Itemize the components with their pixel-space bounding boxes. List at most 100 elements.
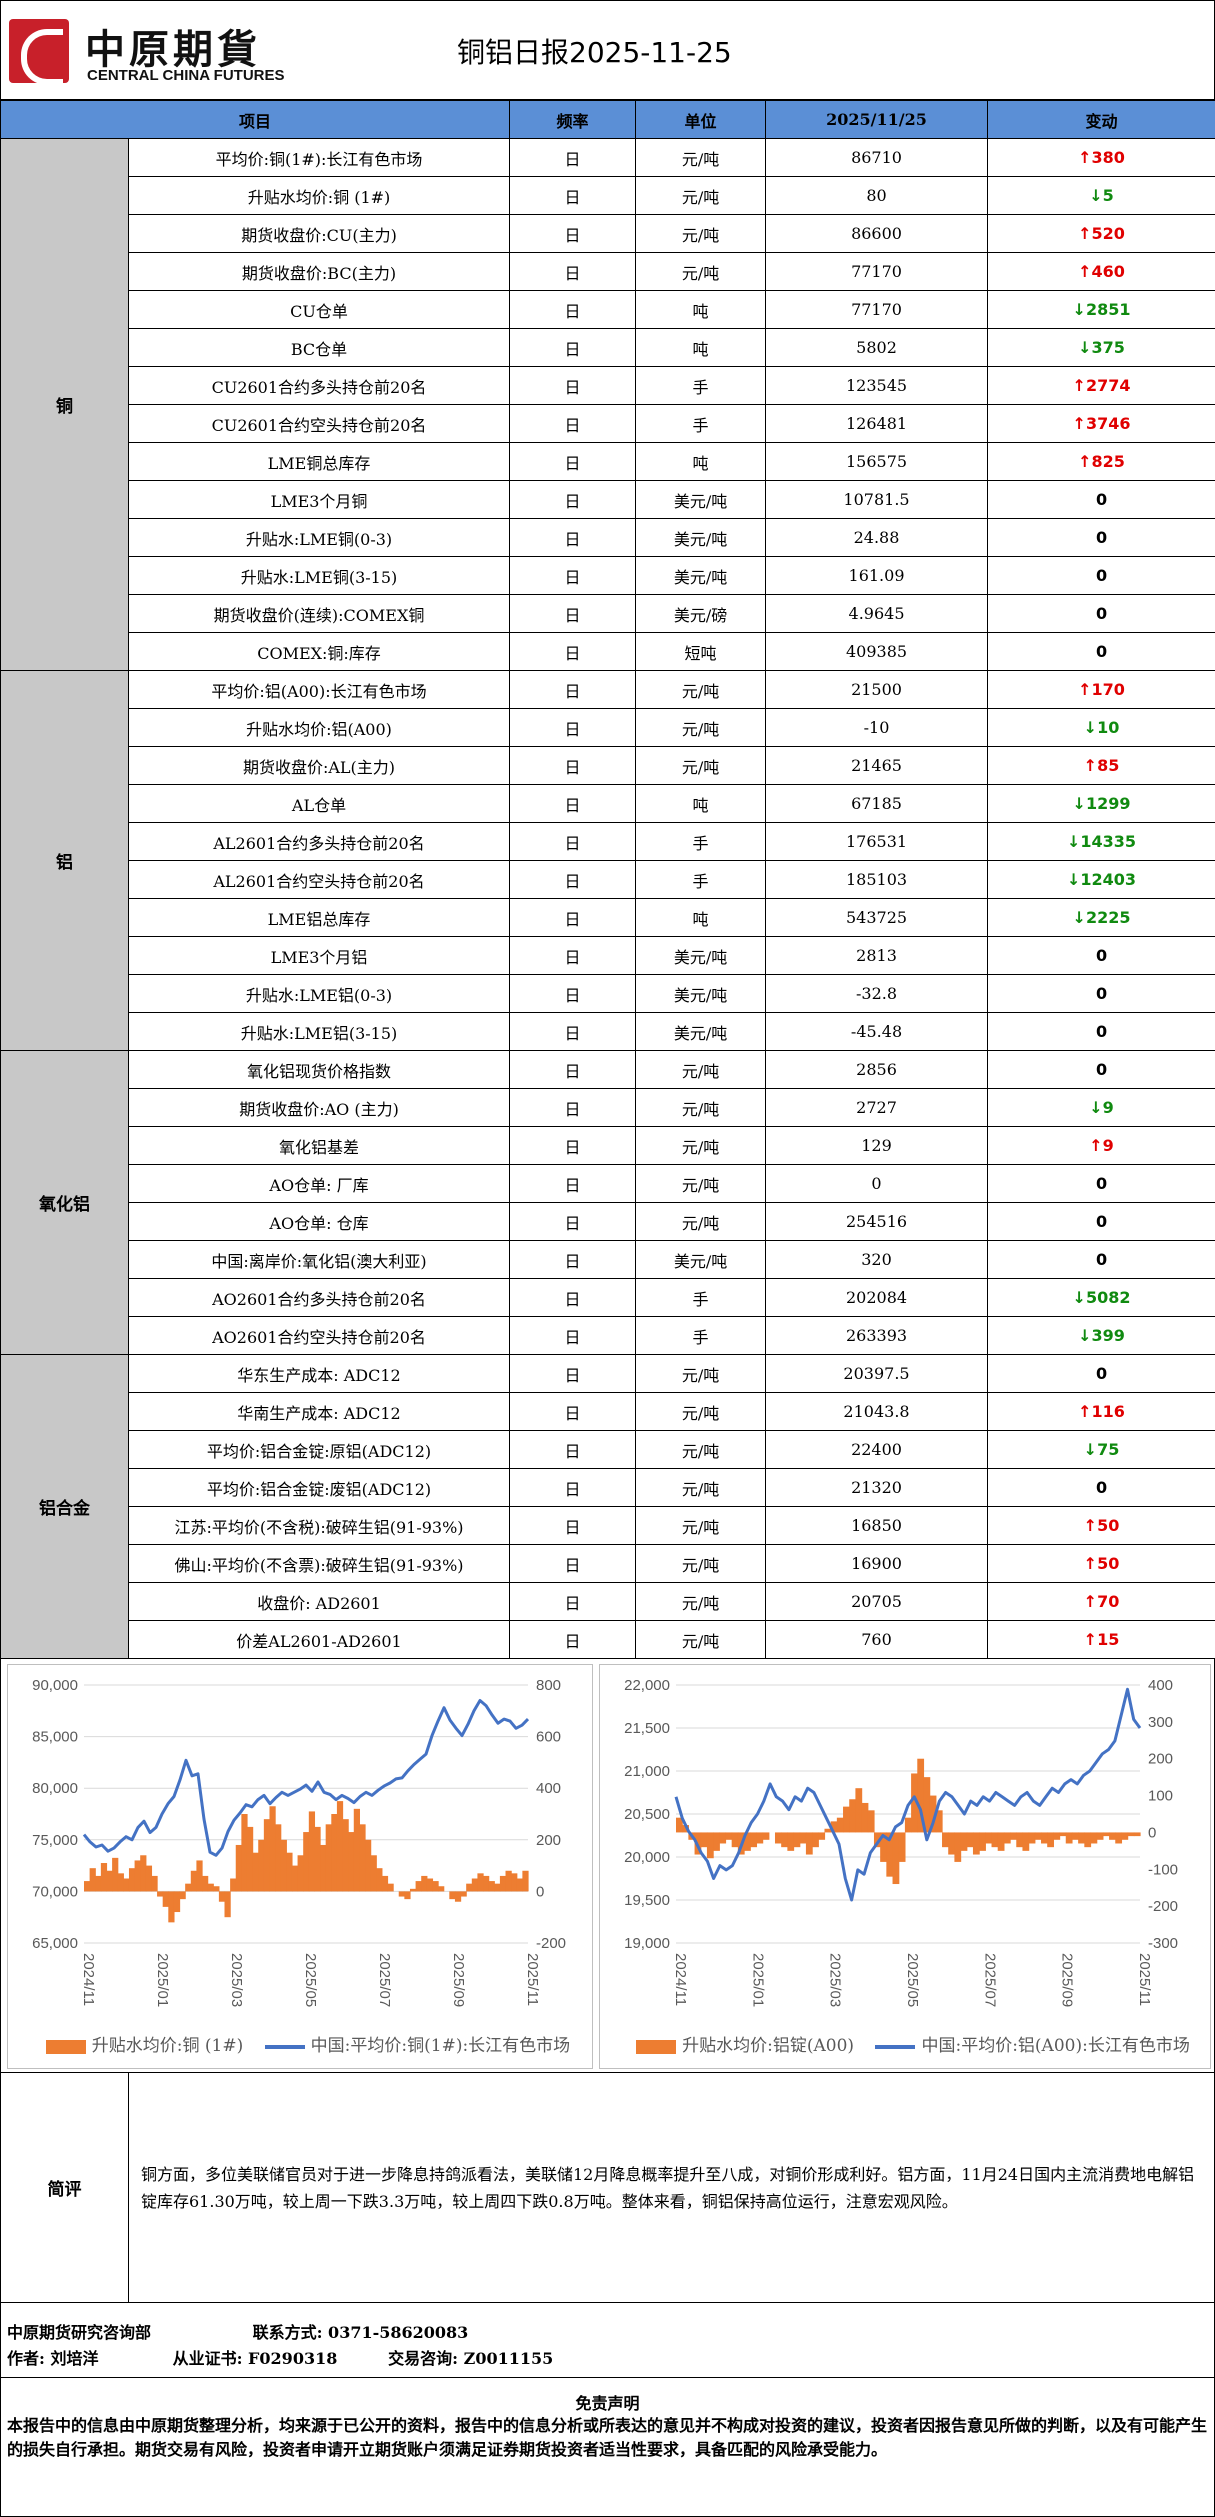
category-cell: 铝合金 — [0, 1354, 129, 1659]
premium-bar — [359, 1824, 366, 1892]
change-value: 0 — [1095, 1364, 1108, 1383]
frequency-cell: 日 — [509, 1354, 637, 1393]
y-left-tick-label: 20,500 — [624, 1806, 670, 1823]
frequency-cell: 日 — [509, 1088, 637, 1127]
table-row: 价差AL2601-AD2601 日元/吨 760 ↑15 — [1, 1620, 1215, 1659]
unit-cell: 元/吨 — [635, 670, 767, 709]
premium-bar — [179, 1891, 186, 1900]
premium-bar — [303, 1832, 310, 1892]
aluminum-chart-svg: 19,000 19,500 20,000 20,500 21,000 21,500 22,0… — [624, 1677, 1178, 2007]
unit-cell: 元/吨 — [635, 1582, 767, 1621]
arrow-up-icon: ↑ — [1072, 376, 1086, 395]
value-cell: 16900 — [765, 1544, 989, 1583]
premium-bar — [966, 1832, 974, 1848]
premium-bar — [781, 1832, 788, 1848]
premium-bar — [948, 1832, 955, 1855]
premium-bar — [1053, 1832, 1061, 1840]
change-cell: 0 — [987, 518, 1215, 557]
arrow-up-icon: ↑ — [1078, 224, 1092, 243]
summary-label: 简评 — [1, 2073, 129, 2302]
premium-bar — [224, 1891, 231, 1918]
premium-bar — [1047, 1832, 1054, 1848]
disclaimer-title: 免责声明 — [575, 2394, 640, 2413]
premium-bar — [861, 1802, 869, 1833]
change-value: 50 — [1097, 1554, 1120, 1573]
legend-label-aluminum-premium: 升贴水均价:铝锭(A00) — [682, 2036, 855, 2056]
y-right-tick-label: 600 — [536, 1729, 561, 1746]
premium-bar — [117, 1873, 124, 1892]
y-left-tick-label: 21,500 — [624, 1720, 670, 1737]
unit-cell: 美元/吨 — [635, 1012, 767, 1051]
unit-cell: 元/吨 — [635, 746, 767, 785]
item-cell: 期货收盘价:AL(主力) — [127, 746, 511, 785]
change-cell: 0 — [987, 1050, 1215, 1089]
y-left-tick-label: 21,000 — [624, 1763, 670, 1780]
premium-bar — [1041, 1832, 1048, 1844]
legend-swatch-line — [264, 2044, 305, 2049]
frequency-cell: 日 — [509, 594, 637, 633]
item-cell: LME铝总库存 — [127, 898, 511, 937]
premium-bar — [134, 1860, 141, 1892]
table-row: 期货收盘价(连续):COMEX铜日美元/磅 4.9645 0 — [1, 594, 1215, 633]
premium-bar — [849, 1799, 857, 1833]
copper-chart-svg: 65,000 70,000 75,000 80,000 85,000 90,000 -200… — [32, 1677, 566, 2007]
change-value: 116 — [1091, 1402, 1125, 1421]
change-value: 75 — [1097, 1440, 1120, 1459]
frequency-cell: 日 — [509, 1544, 637, 1583]
value-cell: 543725 — [765, 898, 989, 937]
premium-bar — [471, 1878, 479, 1892]
unit-cell: 元/吨 — [635, 214, 767, 253]
table-row: 佛山:平均价(不含票):破碎生铝(91-93%) 日元/吨 16900 ↑50 — [1, 1544, 1215, 1583]
aluminum-chart: 19,000 19,500 20,000 20,500 21,000 21,500 22,0… — [599, 1664, 1211, 2069]
value-cell: 0 — [765, 1164, 989, 1203]
premium-bar — [409, 1888, 417, 1892]
unit-cell: 吨 — [635, 328, 767, 367]
premium-bar — [365, 1839, 372, 1892]
premium-bar — [700, 1832, 708, 1848]
premium-bar — [1034, 1832, 1042, 1840]
change-cell: ↓14335 — [987, 822, 1215, 861]
change-cell: 0 — [987, 594, 1215, 633]
frequency-cell: 日 — [509, 328, 637, 367]
x-tick-label: 2024/11 — [672, 1953, 689, 2006]
premium-bar — [157, 1891, 164, 1897]
x-tick-label: 2025/05 — [302, 1953, 319, 2007]
y-left-tick-label: 22,000 — [624, 1677, 670, 1694]
arrow-down-icon: ↓ — [1078, 1326, 1092, 1345]
premium-bar — [1071, 1832, 1079, 1840]
change-value: 0 — [1095, 984, 1108, 1003]
premium-bar — [799, 1832, 807, 1844]
value-cell: 21465 — [765, 746, 989, 785]
y-left-tick-label: 75,000 — [32, 1832, 78, 1849]
arrow-down-icon: ↓ — [1066, 870, 1081, 889]
logo-icon — [9, 19, 69, 85]
frequency-cell: 日 — [509, 632, 637, 671]
arrow-up-icon: ↑ — [1072, 414, 1086, 433]
frequency-cell: 日 — [509, 708, 637, 747]
change-cell: 0 — [987, 1164, 1215, 1203]
arrow-up-icon: ↑ — [1083, 1516, 1098, 1535]
y-left-tick-label: 90,000 — [32, 1677, 78, 1694]
change-cell: ↓399 — [987, 1316, 1215, 1355]
frequency-cell: 日 — [509, 1620, 637, 1659]
table-row: 铜平均价:铜(1#):长江有色市场日元/吨 86710 ↑380 — [0, 138, 1215, 671]
item-cell: BC仓单 — [127, 328, 511, 367]
value-cell: 86710 — [765, 138, 989, 177]
value-cell: 16850 — [765, 1506, 989, 1545]
value-cell: 24.88 — [765, 518, 989, 557]
premium-bar — [286, 1852, 293, 1892]
trading-consult-number: 交易咨询: Z0011155 — [388, 2349, 554, 2368]
author-name: 作者: 刘培洋 — [7, 2349, 99, 2368]
arrow-up-icon: ↑ — [1083, 1592, 1098, 1611]
value-cell: 20397.5 — [765, 1354, 989, 1393]
item-cell: 期货收盘价:BC(主力) — [127, 252, 511, 291]
premium-bar — [325, 1824, 332, 1892]
premium-bar — [499, 1875, 507, 1892]
change-cell: ↑50 — [987, 1544, 1215, 1583]
change-cell: 0 — [987, 1202, 1215, 1241]
unit-cell: 吨 — [635, 898, 767, 937]
table-row: BC仓单日吨 5802 ↓375 — [1, 328, 1215, 367]
value-cell: 5802 — [765, 328, 989, 367]
value-cell: 176531 — [765, 822, 989, 861]
change-cell: ↑50 — [987, 1506, 1215, 1545]
